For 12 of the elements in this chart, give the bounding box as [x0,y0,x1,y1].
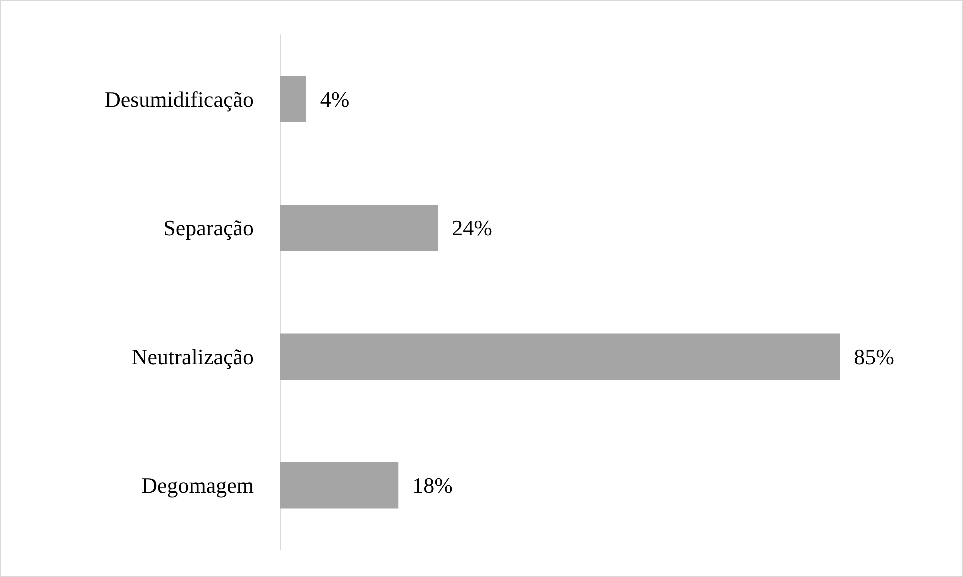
y-tick-label: Desumidificação [104,86,254,112]
y-tick-label: Separação [164,216,254,241]
data-label: 24% [452,216,492,241]
bar [280,334,840,380]
bar [280,462,399,509]
data-label: 85% [854,344,894,370]
data-label: 18% [412,473,453,498]
bar [280,204,438,252]
bar [280,76,306,123]
data-label: 4% [320,86,350,112]
y-tick-label: Neutralização [132,344,254,370]
y-tick-label: Degomagem [142,473,254,498]
